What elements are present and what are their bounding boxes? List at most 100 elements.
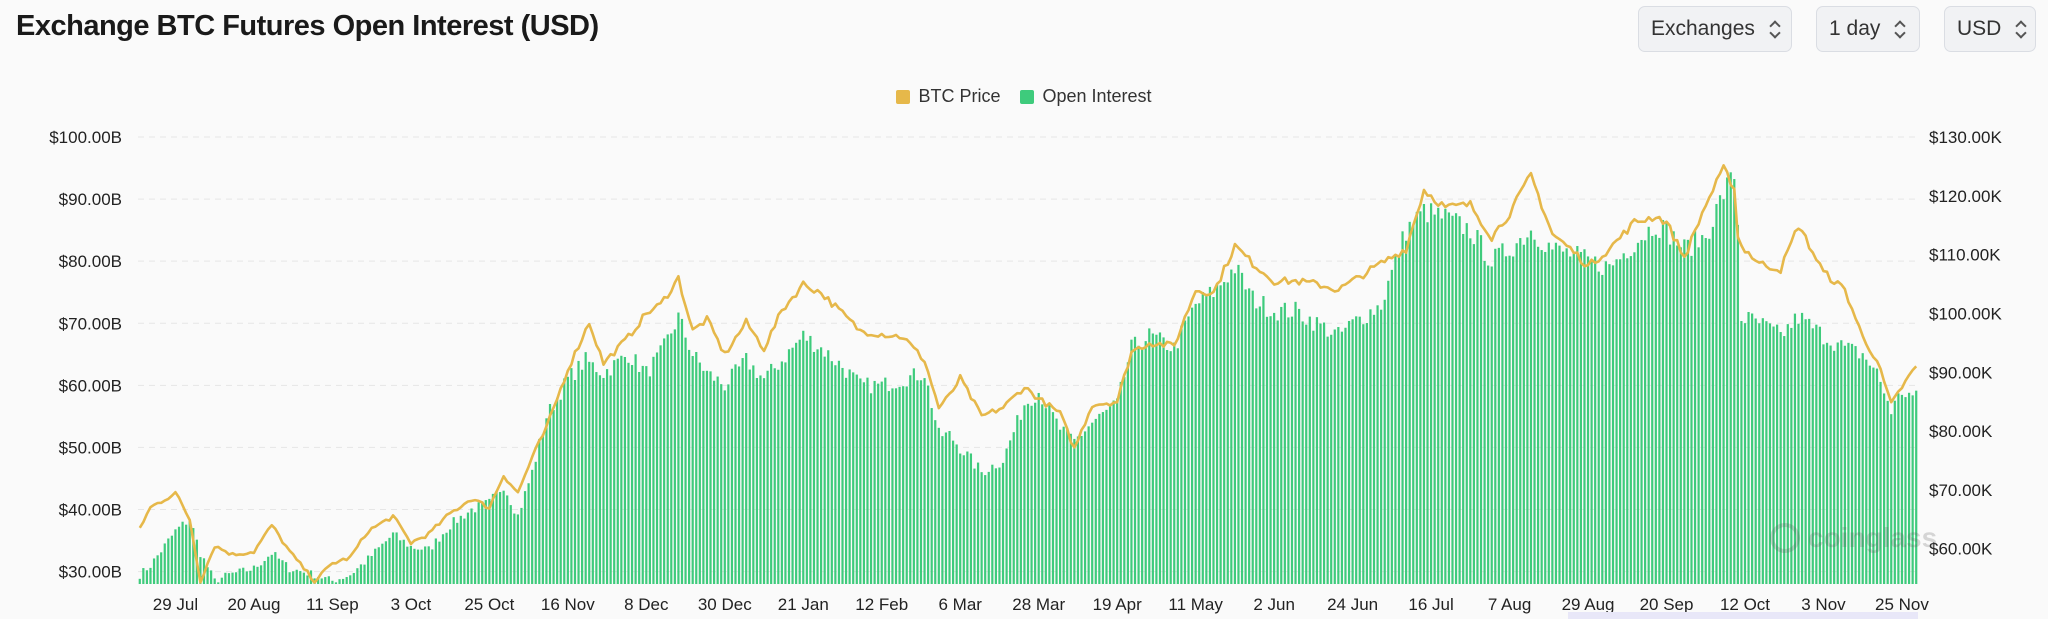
open-interest-bar (399, 540, 402, 584)
open-interest-bar (1875, 368, 1879, 584)
open-interest-bar (238, 568, 241, 584)
currency-select[interactable]: USD (1944, 6, 2036, 52)
open-interest-bar (484, 500, 487, 584)
open-interest-bar (1676, 245, 1679, 584)
y-left-tick-label: $70.00B (59, 314, 122, 333)
open-interest-bar (302, 572, 305, 584)
x-tick-label: 12 Feb (855, 595, 908, 614)
x-tick-label: 21 Jan (778, 595, 829, 614)
open-interest-bar (1765, 321, 1768, 584)
open-interest-bar (1012, 432, 1015, 584)
exchanges-select[interactable]: Exchanges (1638, 6, 1792, 52)
open-interest-bar (1469, 238, 1472, 584)
interval-select[interactable]: 1 day (1816, 6, 1920, 52)
open-interest-bar (1590, 259, 1593, 584)
open-interest-bar (1740, 321, 1743, 584)
open-interest-bar (259, 565, 263, 584)
open-interest-bar (520, 507, 523, 584)
x-tick-label: 25 Nov (1875, 595, 1929, 614)
open-interest-bar (424, 546, 427, 584)
open-interest-bar (1536, 246, 1540, 584)
open-interest-bar (595, 372, 598, 584)
open-interest-bar (809, 335, 812, 584)
open-interest-bar (695, 352, 698, 584)
open-interest-bar (531, 469, 534, 584)
open-interest-bar (655, 352, 659, 584)
legend-item-btc-price[interactable]: BTC Price (896, 86, 1000, 107)
open-interest-bar (573, 379, 577, 584)
open-interest-bar (1711, 226, 1714, 585)
open-interest-bar (1119, 381, 1122, 584)
open-interest-bar (741, 358, 744, 584)
open-interest-bar (980, 472, 983, 584)
open-interest-bar (227, 573, 231, 584)
open-interest-bar (1825, 342, 1829, 584)
open-interest-bar (181, 521, 184, 584)
open-interest-bar (1693, 231, 1697, 584)
open-interest-bar (188, 520, 191, 584)
open-interest-bar (502, 490, 505, 584)
open-interest-bar (1772, 326, 1775, 584)
x-tick-label: 11 Sep (306, 595, 359, 614)
open-interest-bar (602, 377, 605, 584)
open-interest-bar (381, 543, 384, 584)
open-interest-bar (1412, 224, 1415, 584)
open-interest-bar (1893, 400, 1896, 584)
open-interest-bar (1604, 261, 1607, 584)
open-interest-bar (1572, 252, 1575, 584)
open-interest-bar (1690, 255, 1693, 584)
open-interest-bar (1044, 408, 1047, 584)
open-interest-bar (677, 312, 680, 584)
open-interest-bar (912, 368, 915, 584)
open-interest-bar (1080, 435, 1083, 584)
open-interest-bar (1355, 316, 1358, 584)
open-interest-bar (1223, 282, 1226, 584)
open-interest-bar (1872, 367, 1875, 584)
open-interest-bar (167, 538, 170, 584)
open-interest-bar (352, 572, 355, 584)
open-interest-bar (1661, 220, 1665, 585)
open-interest-bar (384, 541, 388, 584)
open-interest-bar (827, 350, 830, 584)
open-interest-bar (1273, 312, 1276, 584)
open-interest-bar (1900, 394, 1904, 584)
open-interest-bar (1829, 345, 1832, 584)
open-interest-bar (1551, 249, 1554, 585)
open-interest-bar (1490, 266, 1493, 584)
open-interest-bar (1041, 404, 1044, 584)
open-interest-bar (1479, 235, 1483, 585)
open-interest-bar (1636, 242, 1640, 585)
open-interest-bar (320, 578, 323, 584)
open-interest-bar (1073, 438, 1076, 584)
open-interest-bar (1058, 429, 1062, 584)
open-interest-bar (1401, 231, 1404, 584)
open-interest-bar (609, 375, 612, 584)
x-axis-labels: 29 Jul 20 Aug 11 Sep 3 Oct 25 Oct 16 Nov 8 Dec… (153, 595, 1930, 614)
open-interest-bar (973, 468, 976, 584)
x-tick-label: 16 Jul (1408, 595, 1453, 614)
open-interest-bar (862, 382, 866, 584)
x-tick-label: 29 Aug (1562, 595, 1615, 614)
open-interest-bar (1512, 256, 1515, 584)
open-interest-bar (1248, 288, 1251, 584)
legend-item-open-interest[interactable]: Open Interest (1020, 86, 1152, 107)
open-interest-bar (930, 408, 933, 584)
open-interest-bar (142, 568, 145, 584)
open-interest-bar (267, 556, 270, 584)
open-interest-bar (1076, 436, 1080, 584)
open-interest-bar (1579, 251, 1583, 584)
y-right-tick-label: $130.00K (1929, 128, 2002, 147)
open-interest-bar (948, 431, 951, 584)
open-interest-bar (634, 354, 637, 584)
open-interest-bar (270, 554, 273, 584)
open-interest-bar (1743, 323, 1747, 584)
open-interest-bar (473, 512, 477, 584)
y-left-tick-label: $60.00B (59, 376, 122, 395)
open-interest-bar (1718, 195, 1722, 584)
open-interest-bar (1540, 250, 1543, 584)
open-interest-bar (1048, 403, 1051, 584)
open-interest-bar (666, 334, 669, 584)
open-interest-bar (773, 368, 776, 584)
open-interest-bar (1312, 330, 1315, 584)
open-interest-bar (1144, 341, 1147, 584)
